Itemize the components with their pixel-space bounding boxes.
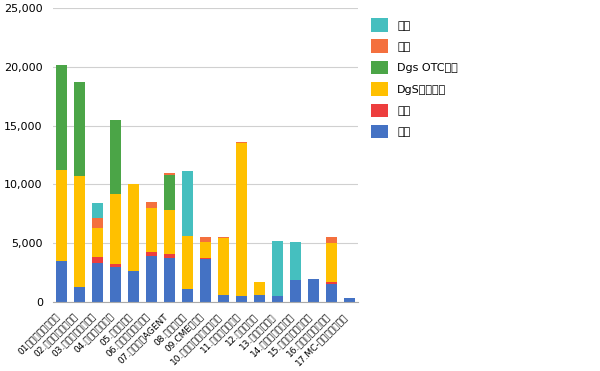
Bar	[236, 296, 247, 302]
Bar	[236, 143, 247, 296]
Bar	[254, 295, 265, 302]
Bar	[92, 228, 103, 257]
Bar	[164, 175, 175, 210]
Bar	[272, 241, 283, 296]
Bar	[182, 289, 193, 302]
Bar	[146, 256, 157, 302]
Bar	[164, 210, 175, 254]
Bar	[326, 243, 337, 282]
Bar	[200, 237, 211, 242]
Bar	[218, 237, 229, 238]
Legend: 派遣, 企業, Dgs OTCのみ, DgS調剤併設, 調剤, 病院: 派遣, 企業, Dgs OTCのみ, DgS調剤併設, 調剤, 病院	[367, 14, 462, 143]
Bar	[344, 298, 355, 302]
Bar	[146, 208, 157, 252]
Bar	[200, 242, 211, 258]
Bar	[128, 271, 139, 302]
Bar	[110, 264, 121, 266]
Bar	[218, 295, 229, 302]
Bar	[326, 237, 337, 243]
Bar	[56, 261, 67, 302]
Bar	[110, 120, 121, 194]
Bar	[290, 243, 301, 280]
Bar	[92, 257, 103, 263]
Bar	[110, 194, 121, 264]
Bar	[74, 82, 85, 176]
Bar	[110, 266, 121, 302]
Bar	[146, 252, 157, 256]
Bar	[254, 282, 265, 295]
Bar	[56, 170, 67, 261]
Bar	[92, 219, 103, 228]
Bar	[290, 280, 301, 302]
Bar	[128, 184, 139, 271]
Bar	[182, 236, 193, 289]
Bar	[200, 259, 211, 302]
Bar	[308, 279, 319, 302]
Bar	[74, 286, 85, 302]
Bar	[92, 263, 103, 302]
Bar	[272, 296, 283, 302]
Bar	[182, 171, 193, 236]
Bar	[326, 282, 337, 284]
Bar	[236, 142, 247, 143]
Bar	[164, 254, 175, 258]
Bar	[200, 258, 211, 259]
Bar	[74, 176, 85, 286]
Bar	[164, 258, 175, 302]
Bar	[56, 65, 67, 170]
Bar	[164, 173, 175, 175]
Bar	[218, 238, 229, 295]
Bar	[326, 284, 337, 302]
Bar	[92, 203, 103, 219]
Bar	[146, 202, 157, 208]
